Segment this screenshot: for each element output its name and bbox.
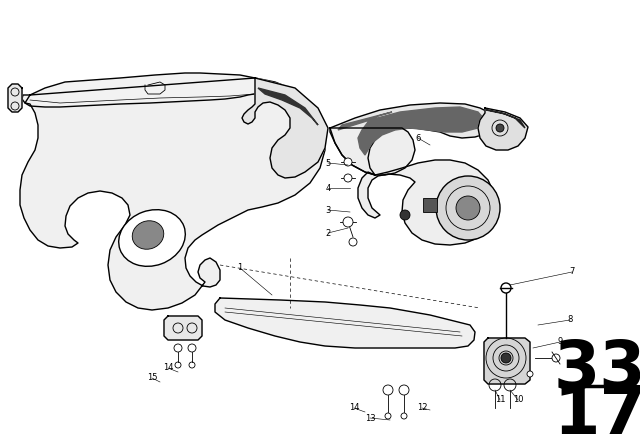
Text: 15: 15 [147, 374, 157, 383]
Polygon shape [484, 338, 530, 384]
Bar [423, 198, 437, 212]
Circle shape [501, 353, 511, 363]
Polygon shape [242, 78, 328, 178]
Text: 13: 13 [365, 414, 375, 422]
Text: 7: 7 [570, 267, 575, 276]
Polygon shape [215, 298, 475, 348]
Polygon shape [486, 110, 525, 128]
Text: 6: 6 [415, 134, 420, 142]
Text: 1: 1 [237, 263, 243, 272]
Polygon shape [358, 160, 496, 245]
Circle shape [496, 124, 504, 132]
Text: 14: 14 [163, 363, 173, 372]
Circle shape [501, 283, 511, 293]
Text: 14: 14 [349, 404, 359, 413]
Text: 11: 11 [495, 396, 505, 405]
Text: 33: 33 [554, 337, 640, 403]
Text: 9: 9 [557, 337, 563, 346]
Circle shape [552, 354, 560, 362]
Text: 17: 17 [554, 382, 640, 448]
Text: 4: 4 [325, 184, 331, 193]
Polygon shape [330, 103, 495, 175]
Circle shape [349, 238, 357, 246]
Circle shape [344, 174, 352, 182]
Circle shape [344, 158, 352, 166]
Circle shape [456, 196, 480, 220]
Text: 8: 8 [567, 315, 573, 324]
Circle shape [527, 371, 533, 377]
Ellipse shape [118, 210, 186, 267]
Polygon shape [258, 88, 318, 125]
Polygon shape [8, 84, 22, 112]
Polygon shape [20, 78, 325, 310]
Circle shape [436, 176, 500, 240]
Polygon shape [164, 316, 202, 340]
Polygon shape [22, 73, 270, 107]
Ellipse shape [132, 221, 164, 249]
Text: 3: 3 [325, 206, 331, 215]
Polygon shape [478, 108, 528, 150]
Circle shape [400, 210, 410, 220]
Polygon shape [330, 128, 415, 175]
Text: 10: 10 [513, 396, 524, 405]
Polygon shape [338, 107, 485, 155]
Circle shape [343, 217, 353, 227]
Text: 5: 5 [325, 159, 331, 168]
Text: 12: 12 [417, 404, 428, 413]
Text: 2: 2 [325, 228, 331, 237]
